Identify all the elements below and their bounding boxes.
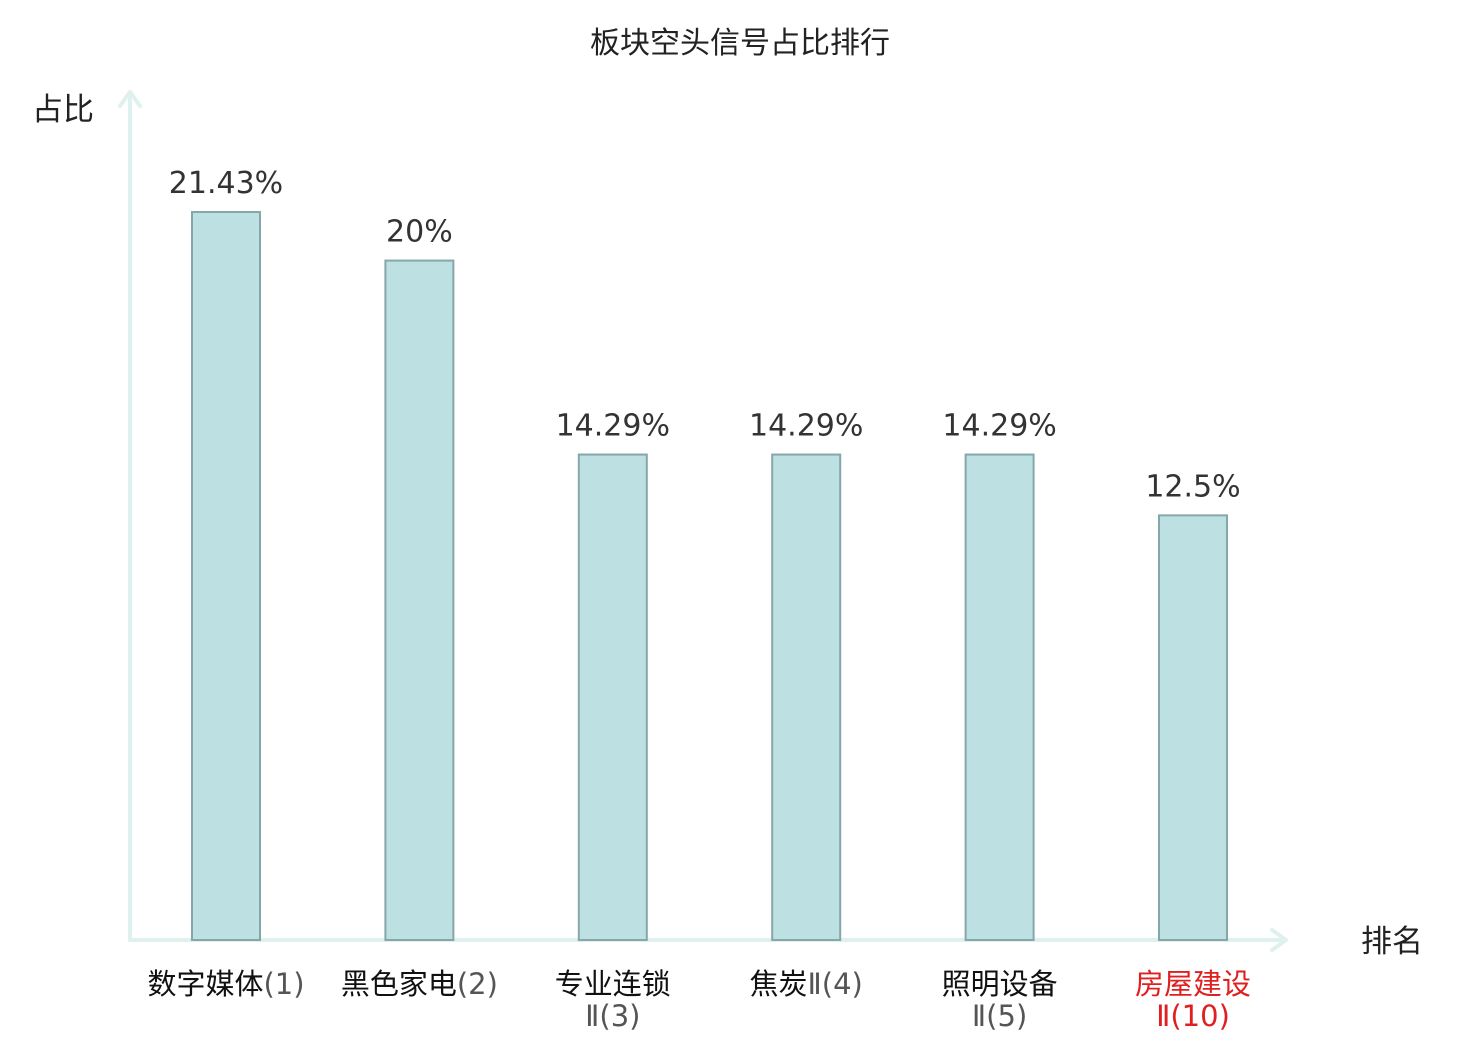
category-name: 照明设备: [942, 967, 1058, 1001]
bar: [1158, 514, 1228, 941]
x-axis-label: 排名: [1361, 924, 1423, 960]
bar: [964, 453, 1035, 941]
category-label-line1: 照明设备: [942, 967, 1058, 1001]
category-label-line1: 黑色家电(2): [341, 967, 498, 1001]
category-label-line1: 专业连锁: [555, 967, 671, 1001]
category-name: 专业连锁: [555, 967, 671, 1001]
category-label-line2: Ⅱ(10): [1156, 999, 1230, 1033]
category-label-line1: 房屋建设: [1135, 967, 1251, 1001]
bar-value-label: 14.29%: [942, 409, 1056, 444]
category-rank: (1): [263, 967, 304, 1001]
chart-title: 板块空头信号占比排行: [590, 26, 890, 61]
category-name: 焦炭: [750, 967, 808, 1001]
category-rank: Ⅱ(4): [808, 967, 863, 1001]
category-name: 黑色家电: [341, 967, 457, 1001]
bar-value-label: 20%: [386, 215, 453, 250]
bars-group: [191, 211, 1228, 941]
bar-value-label: 14.29%: [556, 409, 670, 444]
category-label: 焦炭Ⅱ(4): [750, 967, 863, 1001]
category-label-line1: 数字媒体(1): [147, 967, 304, 1001]
value-labels-group: 21.43% 20% 14.29% 14.29% 14.29% 12.5%: [169, 166, 1241, 504]
category-name: 房屋建设: [1135, 967, 1251, 1001]
bar: [577, 453, 648, 941]
category-label: 数字媒体(1): [147, 967, 304, 1001]
category-label-line2: Ⅱ(3): [585, 999, 640, 1033]
bar-value-label: 14.29%: [749, 409, 863, 444]
bar: [771, 453, 842, 941]
category-label-line1: 焦炭Ⅱ(4): [750, 967, 863, 1001]
bar: [191, 211, 261, 941]
category-rank: (2): [457, 967, 498, 1001]
category-name: 数字媒体: [147, 967, 263, 1001]
bar-value-label: 21.43%: [169, 166, 283, 201]
bar-value-label: 12.5%: [1145, 469, 1240, 504]
x-axis-arrow: [1270, 928, 1288, 952]
bar: [384, 259, 455, 941]
category-label: 黑色家电(2): [341, 967, 498, 1001]
y-axis-label: 占比: [32, 92, 94, 128]
y-axis-arrow: [118, 90, 142, 108]
category-label-line2: Ⅱ(5): [972, 999, 1027, 1033]
